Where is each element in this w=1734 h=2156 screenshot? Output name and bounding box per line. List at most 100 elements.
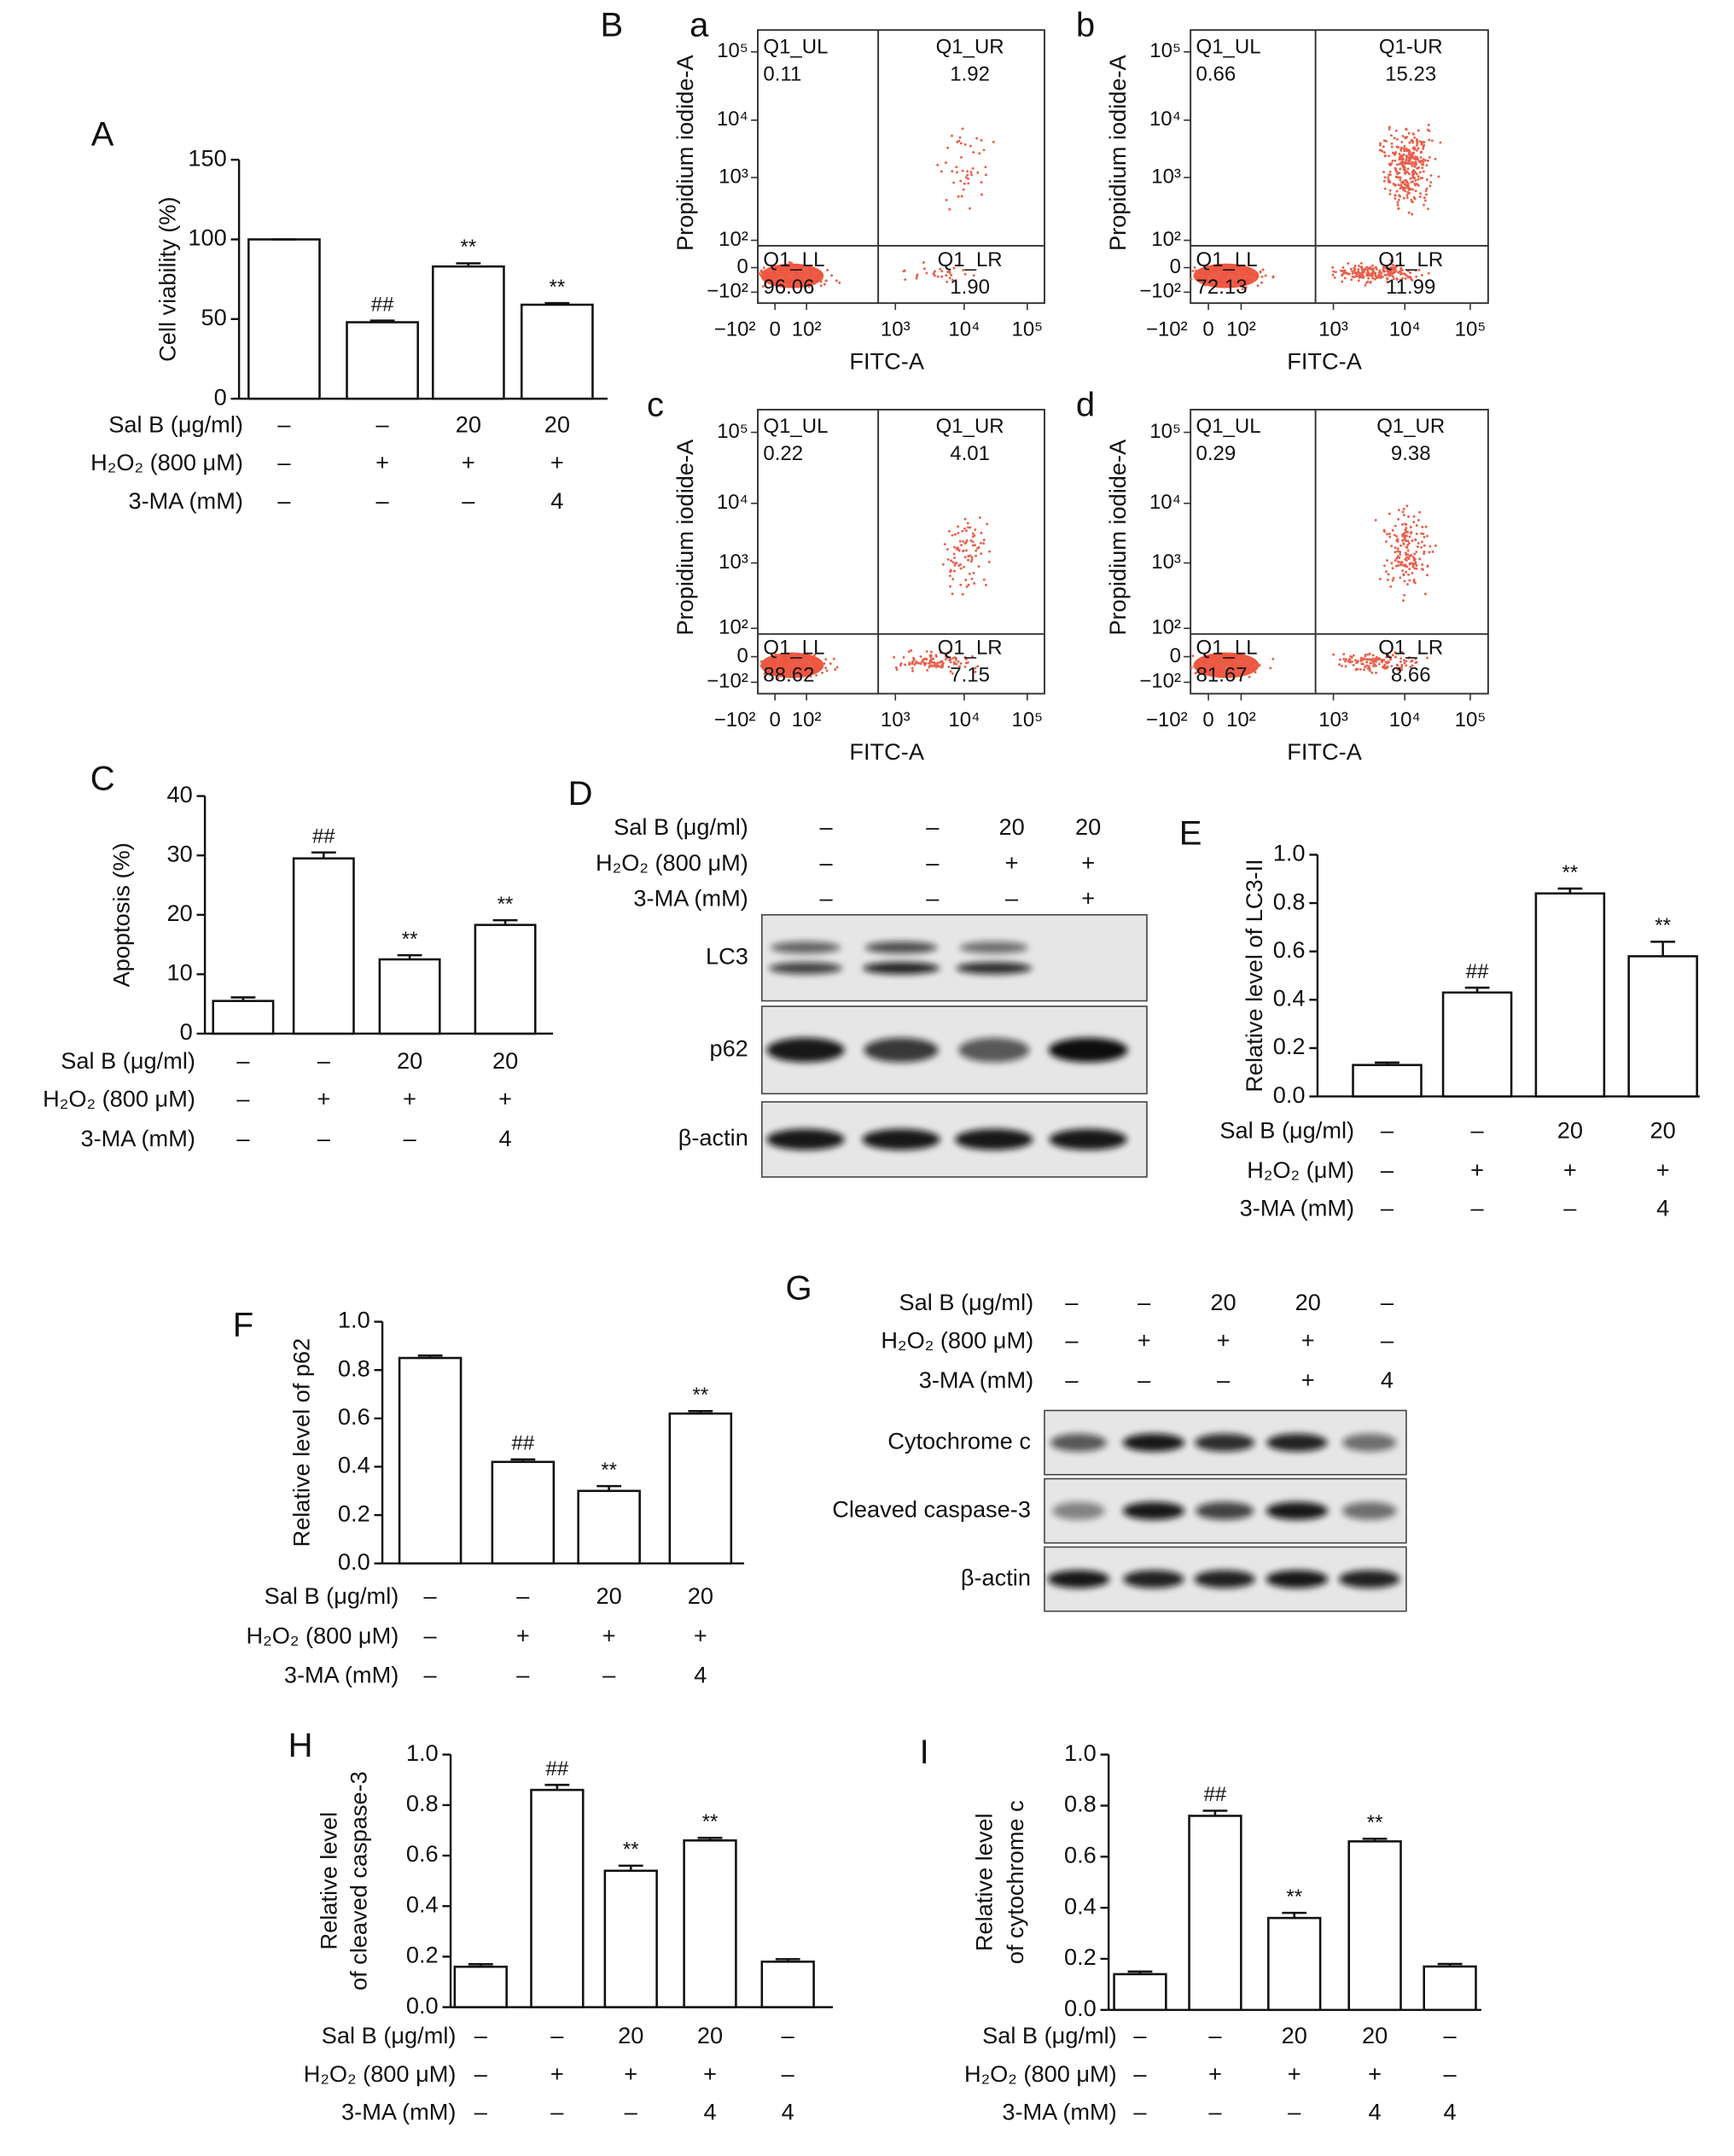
x-tick-label: 10³ xyxy=(881,708,911,731)
event-dot xyxy=(1384,273,1388,277)
event-dot xyxy=(789,285,793,288)
event-dot xyxy=(1231,669,1235,673)
x-tick-label: 10⁴ xyxy=(948,708,980,731)
event-dot xyxy=(1241,288,1244,291)
event-dot xyxy=(1434,544,1437,547)
condition-value: + xyxy=(375,449,389,475)
event-dot xyxy=(1405,504,1409,508)
error-bar xyxy=(544,1783,570,1791)
event-dot xyxy=(1231,275,1234,278)
quadrant-value: 96.06 xyxy=(763,276,814,299)
event-dot xyxy=(1199,658,1202,661)
event-dot xyxy=(1356,659,1359,662)
event-dot xyxy=(908,663,911,666)
blot-band xyxy=(1048,1037,1128,1063)
event-dot xyxy=(1345,271,1348,274)
quadrant-name: Q1_LL xyxy=(1196,637,1258,660)
event-dot xyxy=(978,152,981,155)
event-dot xyxy=(1350,278,1353,282)
condition-value: – xyxy=(1133,2099,1147,2125)
condition-label: H₂O₂ (800 μM) xyxy=(304,2060,457,2087)
quadrant-value: 15.23 xyxy=(1385,62,1436,85)
event-dot xyxy=(1382,171,1386,173)
event-dot xyxy=(1398,158,1401,161)
event-dot xyxy=(1388,269,1392,272)
event-dot xyxy=(1399,178,1402,182)
event-dot xyxy=(1257,663,1260,667)
event-dot xyxy=(1403,149,1406,153)
blot-band xyxy=(1123,1570,1184,1588)
event-dot xyxy=(1403,144,1406,148)
event-dot xyxy=(780,272,783,276)
quadrant-value: 0.11 xyxy=(763,62,801,85)
event-dot xyxy=(1350,656,1353,659)
event-dot xyxy=(1400,663,1404,667)
event-dot xyxy=(1245,668,1248,672)
event-dot xyxy=(945,198,948,201)
event-dot xyxy=(1368,668,1371,672)
event-dot xyxy=(1400,160,1404,164)
blot-row-label: β-actin xyxy=(678,1124,748,1151)
event-dot xyxy=(1359,276,1363,279)
condition-value: – xyxy=(819,813,833,840)
event-dot xyxy=(1401,510,1405,514)
significance: ** xyxy=(1286,1885,1302,1908)
condition-value: + xyxy=(1656,1157,1670,1183)
y-tick-label: −10² xyxy=(707,670,748,693)
event-dot xyxy=(1414,562,1417,565)
event-dot xyxy=(1342,271,1346,275)
event-dot xyxy=(829,662,832,665)
event-dot xyxy=(1408,141,1411,144)
x-axis-label: FITC-A xyxy=(1287,348,1362,375)
event-dot xyxy=(796,661,800,664)
event-dot xyxy=(945,274,948,277)
condition-value: – xyxy=(1065,1289,1079,1315)
event-dot xyxy=(1394,656,1397,659)
event-dot xyxy=(1374,273,1377,277)
event-dot xyxy=(1410,198,1413,201)
y-tick-label: 40 xyxy=(166,781,192,807)
event-dot xyxy=(1220,667,1224,670)
event-dot xyxy=(1230,667,1233,671)
y-axis-label: of cleaved caspase-3 xyxy=(346,1771,372,1990)
y-tick-label: 0.0 xyxy=(1064,1995,1097,2021)
event-dot xyxy=(986,522,989,526)
event-dot xyxy=(946,548,949,551)
event-dot xyxy=(1239,674,1242,678)
bar xyxy=(398,1356,463,1565)
event-dot xyxy=(1405,539,1408,543)
event-dot xyxy=(1408,191,1411,195)
y-tick-label: 0.2 xyxy=(1273,1033,1306,1059)
blot-band xyxy=(1122,1433,1185,1452)
condition-value: + xyxy=(694,1622,707,1648)
event-dot xyxy=(962,539,965,543)
condition-value: – xyxy=(376,487,390,514)
event-dot xyxy=(794,653,798,656)
condition-value: – xyxy=(1208,2099,1222,2125)
event-dot xyxy=(1206,666,1209,669)
event-dot xyxy=(1431,551,1434,553)
event-dot xyxy=(826,269,829,271)
event-dot xyxy=(1236,659,1239,662)
event-dot xyxy=(1409,526,1412,528)
y-tick-label: 10⁴ xyxy=(717,491,748,514)
event-dot xyxy=(1225,277,1228,281)
event-dot xyxy=(911,661,914,665)
event-dot xyxy=(921,660,923,663)
event-dot xyxy=(939,651,942,654)
condition-value: – xyxy=(1444,2022,1458,2048)
event-dot xyxy=(1415,172,1418,176)
event-dot xyxy=(1378,657,1382,661)
event-dot xyxy=(799,653,802,656)
error-bar xyxy=(1650,941,1676,957)
event-dot xyxy=(1204,654,1207,657)
blot-row-label: Cleaved caspase-3 xyxy=(832,1495,1031,1522)
event-dot xyxy=(838,281,841,284)
event-dot xyxy=(815,277,818,280)
event-dot xyxy=(1389,585,1393,588)
x-tick-label: 10⁴ xyxy=(1389,318,1421,341)
event-dot xyxy=(1418,171,1422,174)
event-dot xyxy=(1386,652,1389,656)
event-dot xyxy=(1388,125,1391,129)
event-dot xyxy=(1407,515,1411,518)
